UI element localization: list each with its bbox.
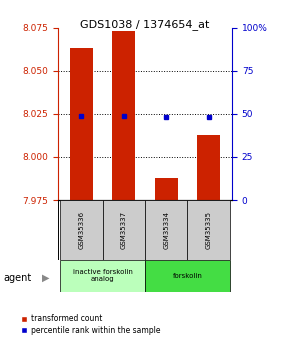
Bar [197,135,220,200]
FancyBboxPatch shape [187,200,230,260]
Bar [70,48,93,200]
Legend: transformed count, percentile rank within the sample: transformed count, percentile rank withi… [18,311,163,338]
Text: inactive forskolin
analog: inactive forskolin analog [72,269,133,283]
FancyBboxPatch shape [145,260,230,292]
Bar [112,31,135,200]
FancyBboxPatch shape [145,200,187,260]
Bar [155,178,178,200]
Text: ▶: ▶ [42,273,49,283]
FancyBboxPatch shape [60,260,145,292]
FancyBboxPatch shape [103,200,145,260]
FancyBboxPatch shape [60,200,103,260]
Text: GDS1038 / 1374654_at: GDS1038 / 1374654_at [80,19,210,30]
Text: GSM35336: GSM35336 [78,211,84,249]
Text: forskolin: forskolin [173,273,202,279]
Text: agent: agent [3,273,31,283]
Text: GSM35335: GSM35335 [206,211,212,249]
Text: GSM35334: GSM35334 [163,211,169,249]
Text: GSM35337: GSM35337 [121,211,127,249]
